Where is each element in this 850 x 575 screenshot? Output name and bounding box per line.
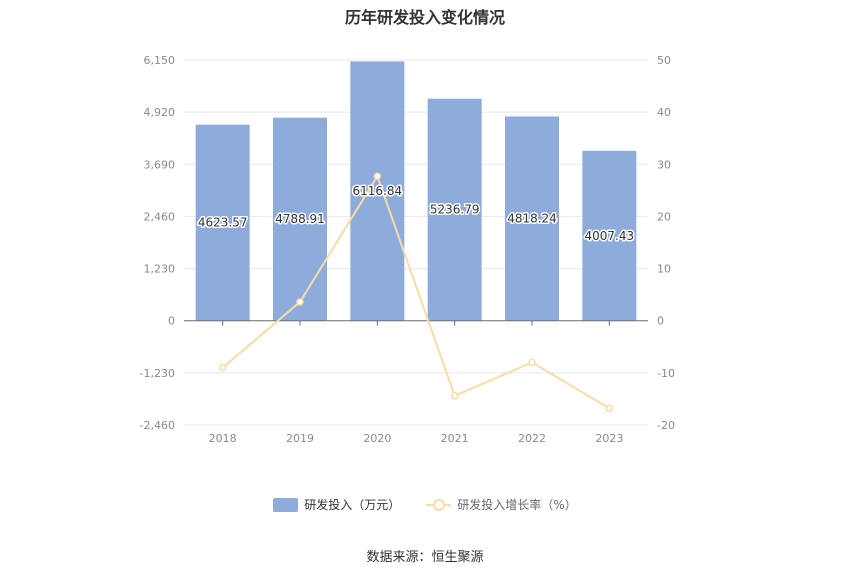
data-source: 数据来源：恒生聚源 (366, 550, 484, 565)
bar (195, 124, 250, 321)
bar-value-label: 4818.24 (507, 212, 557, 226)
x-tick-label: 2022 (518, 432, 546, 445)
growth-point (373, 172, 382, 181)
legend-label-bar: 研发投入（万元） (304, 498, 401, 512)
bar-value-label: 4788.91 (275, 212, 325, 226)
legend-item-line[interactable]: 研发投入增长率（%） (426, 496, 577, 513)
right-tick-label: 30 (657, 158, 671, 171)
bar-data-labels: 4623.57 4788.91 6116.84 5236.79 4818.24 4007.… (196, 183, 635, 245)
legend: 研发投入（万元） 研发投入增长率（%） (0, 496, 850, 513)
right-axis-ticks: 50 40 30 20 10 0 -10 -20 (657, 54, 675, 432)
bar (427, 98, 482, 321)
bar-value-label: 6116.84 (353, 184, 403, 198)
grid-lines (184, 59, 648, 426)
x-axis: 2018 2019 2020 2021 2022 2023 (184, 320, 648, 445)
bar-value-label: 4007.43 (585, 229, 635, 243)
x-tick-label: 2023 (595, 432, 623, 445)
right-tick-label: -20 (657, 419, 675, 432)
x-tick-label: 2019 (286, 432, 314, 445)
x-tick-label: 2018 (209, 432, 237, 445)
left-tick-label: 6,150 (144, 54, 176, 67)
x-tick-label: 2021 (441, 432, 469, 445)
bar (505, 116, 559, 321)
bar (273, 117, 327, 321)
left-tick-label: 2,460 (144, 210, 176, 223)
legend-swatch-line (426, 498, 452, 512)
growth-point (528, 358, 536, 367)
legend-swatch-bar (273, 497, 299, 512)
growth-point (605, 404, 614, 413)
growth-point (450, 392, 459, 400)
left-tick-label: -2,460 (140, 419, 175, 432)
x-tick-label: 2020 (363, 432, 391, 445)
bar (350, 61, 405, 321)
bar (582, 150, 637, 321)
line-series (218, 172, 614, 413)
right-tick-label: 40 (657, 106, 671, 119)
legend-item-bar[interactable]: 研发投入（万元） (273, 496, 400, 513)
legend-label-line: 研发投入增长率（%） (457, 498, 577, 512)
right-tick-label: 10 (657, 263, 671, 276)
growth-point (218, 363, 227, 372)
left-axis-ticks: 6,150 4,920 3,690 2,460 1,230 0 -1,230 -2,460 (140, 54, 175, 432)
bar-series (195, 61, 637, 321)
chart-title: 历年研发投入变化情况 (344, 8, 505, 27)
bar-value-label: 4623.57 (198, 216, 248, 230)
left-tick-label: 3,690 (144, 158, 176, 171)
bar-value-label: 5236.79 (430, 203, 480, 217)
left-tick-label: 4,920 (144, 106, 176, 119)
growth-line (222, 173, 610, 410)
growth-point (296, 298, 304, 306)
right-tick-label: 50 (657, 54, 671, 67)
right-tick-label: 20 (657, 210, 671, 223)
left-tick-label: 1,230 (144, 263, 176, 276)
left-tick-label: -1,230 (140, 367, 175, 380)
right-tick-label: -10 (657, 367, 675, 380)
right-tick-label: 0 (657, 315, 664, 328)
left-tick-label: 0 (168, 315, 175, 328)
